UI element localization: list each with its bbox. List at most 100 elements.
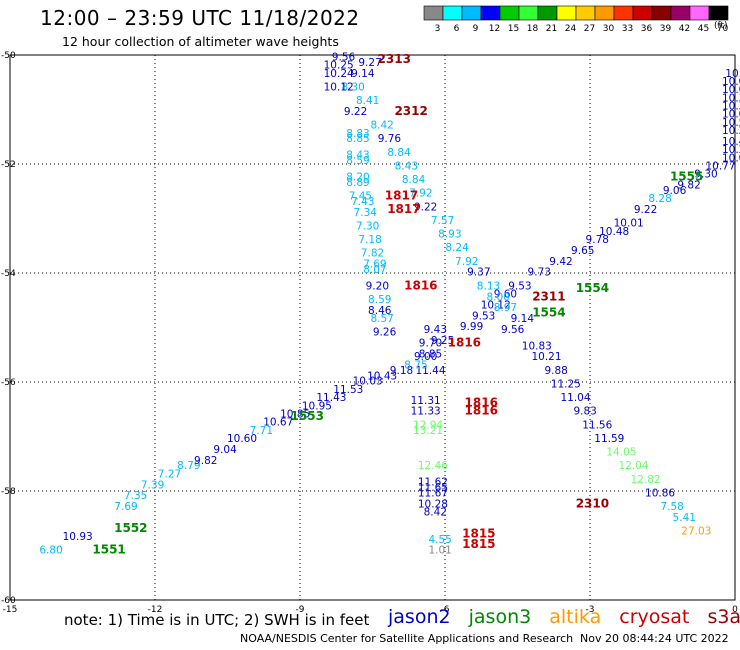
pass-label: 2310 <box>576 496 609 510</box>
swh-value: 7.39 <box>141 479 164 491</box>
pass-label: 1551 <box>92 543 125 557</box>
swh-value: 11.62 <box>418 477 448 489</box>
swh-value: 9.99 <box>460 321 483 333</box>
swh-value: 10.77 <box>705 160 735 172</box>
pass-label: 1817 <box>387 202 420 216</box>
swh-value: 9.22 <box>414 201 437 213</box>
swh-value: 8.79 <box>177 460 200 472</box>
swh-value: 8.84 <box>402 174 426 186</box>
swh-value: 9.42 <box>549 256 572 268</box>
pass-label: 1817 <box>385 188 418 202</box>
swh-value: 10.24 <box>324 68 354 80</box>
pass-label: 1816 <box>448 336 481 350</box>
swh-value: 10.06 <box>722 109 740 121</box>
swh-value: 8.97 <box>494 302 517 314</box>
colorbar-swatch <box>708 5 729 21</box>
swh-value: 7.30 <box>356 220 379 232</box>
swh-value: 9.60 <box>494 289 517 301</box>
swh-value: 9.14 <box>511 313 535 325</box>
swh-value: 10.35 <box>722 101 740 113</box>
swh-value: 7.57 <box>431 215 454 227</box>
swh-value: 7.43 <box>351 196 374 208</box>
pass-label: 2311 <box>532 289 565 303</box>
swh-value: 7.18 <box>358 234 381 246</box>
swh-value: 7.71 <box>250 425 273 437</box>
swh-value: 9.76 <box>378 133 402 145</box>
pass-label: 1816 <box>404 278 437 292</box>
swh-value: 10.85 <box>280 408 310 420</box>
swh-value: 9.70 <box>419 338 442 350</box>
swh-value: 12.46 <box>418 460 448 472</box>
swh-value: 9.22 <box>634 204 657 216</box>
swh-value: 11.44 <box>415 365 445 377</box>
swh-value: 10.25 <box>324 60 354 72</box>
swh-value: 9.88 <box>544 365 567 377</box>
swh-value: 8.24 <box>445 242 469 254</box>
swh-value: 12.82 <box>631 474 661 486</box>
swh-value: 9.30 <box>694 169 717 181</box>
chart-title: 12:00 – 23:59 UTC 11/18/2022 <box>40 6 360 30</box>
swh-value: 11.56 <box>582 419 612 431</box>
swh-value: 8.42 <box>370 120 393 132</box>
swh-value: 27.03 <box>681 526 711 538</box>
swh-value: 12.04 <box>618 460 648 472</box>
swh-value: 14.05 <box>606 447 636 459</box>
swh-value: 7.34 <box>354 207 378 219</box>
swh-value: 10.01 <box>614 218 644 230</box>
colorbar-label: 6 <box>454 24 460 33</box>
swh-value: 9.83 <box>573 406 596 418</box>
swh-value: 9.65 <box>571 245 594 257</box>
swh-value: 9.00 <box>414 351 437 363</box>
swh-value: 7.82 <box>361 248 384 260</box>
swh-value: 8.07 <box>363 264 386 276</box>
swh-value: 9.53 <box>508 280 531 292</box>
swh-value: 9.14 <box>351 68 375 80</box>
colorbar-label: 3 <box>435 24 441 33</box>
swh-value: 11.53 <box>333 384 363 396</box>
swh-value: 13.21 <box>413 425 443 437</box>
swh-value: 8.46 <box>368 305 392 317</box>
x-tick-label: -12 <box>148 605 163 615</box>
chart-subtitle: 12 hour collection of altimeter wave hei… <box>62 34 339 49</box>
y-tick-label: -56 <box>1 378 16 388</box>
swh-value: 9.37 <box>467 267 490 279</box>
pass-label: 1553 <box>291 409 324 423</box>
swh-value: 7.69 <box>363 259 386 271</box>
footnote: note: 1) Time is in UTC; 2) SWH is in fe… <box>64 611 370 629</box>
swh-value: 8.42 <box>424 507 447 519</box>
swh-value: 11.04 <box>560 392 590 404</box>
pass-label: 1554 <box>532 306 565 320</box>
swh-value: 10.1 <box>725 68 740 80</box>
swh-value: 10.95 <box>302 400 332 412</box>
legend-jason2: jason2 <box>388 606 451 628</box>
swh-value: 9.04 <box>213 444 237 456</box>
swh-value: 10.12 <box>324 81 354 93</box>
satellite-legend: jason2 jason3 altika cryosat s3a <box>388 606 740 628</box>
swh-value: 10.44 <box>722 136 740 148</box>
swh-value: 8.59 <box>368 294 391 306</box>
x-tick-label: -9 <box>296 605 305 615</box>
swh-value: 8.28 <box>648 193 671 205</box>
swh-value: 8.30 <box>341 81 364 93</box>
swh-value: 8.75 <box>404 359 427 371</box>
swh-value: 10.07 <box>722 152 740 164</box>
swh-value: 9.26 <box>373 327 397 339</box>
pass-label: 1815 <box>462 526 495 540</box>
swh-value: 7.92 <box>409 188 432 200</box>
x-tick-label: -6 <box>441 605 450 615</box>
legend-altika: altika <box>549 606 602 628</box>
swh-value: 7.27 <box>158 468 181 480</box>
pass-label: 1816 <box>465 396 498 410</box>
swh-value: 8.57 <box>370 313 393 325</box>
timestamp: Nov 20 08:44:24 UTC 2022 <box>580 632 729 645</box>
swh-value: 10.28 <box>418 498 448 510</box>
colorbar-label: 12 <box>489 24 500 33</box>
pass-label: 1815 <box>462 537 495 551</box>
credit-line: NOAA/NESDIS Center for Satellite Applica… <box>240 632 574 645</box>
colorbar-label: 39 <box>660 24 672 33</box>
swh-value: 12.94 <box>413 419 443 431</box>
pass-label: 1552 <box>114 521 147 535</box>
swh-value: 8.83 <box>346 128 369 140</box>
pass-label: 1554 <box>576 281 609 295</box>
swh-value: 8.20 <box>346 171 369 183</box>
